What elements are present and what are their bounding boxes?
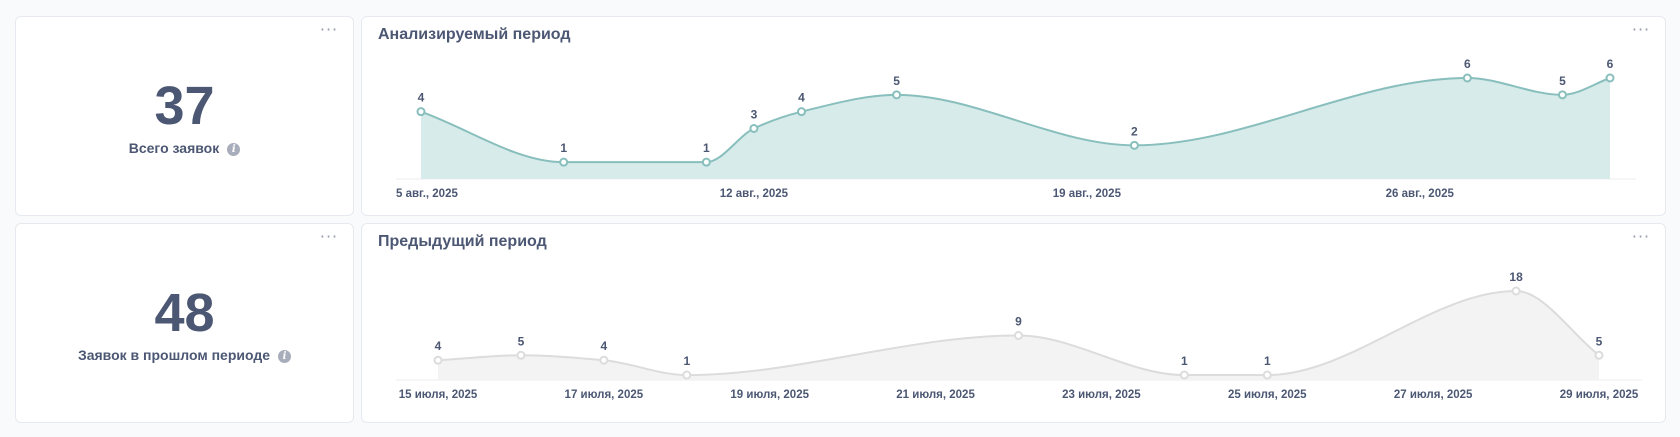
data-point[interactable] xyxy=(682,370,692,380)
data-label: 6 xyxy=(1464,57,1471,71)
series-line xyxy=(437,289,1600,377)
data-label: 3 xyxy=(751,108,758,122)
data-point[interactable] xyxy=(1179,370,1189,380)
data-point[interactable] xyxy=(416,107,426,117)
analyzed-period-chart: 4 1 1 3 4 5 2 6 5 6 5 авг., 2025 12 авг., 2025 19 ав… xyxy=(396,57,1636,200)
data-label: 1 xyxy=(1181,354,1188,368)
info-icon[interactable]: i xyxy=(278,350,292,363)
card-menu-icon[interactable]: ··· xyxy=(1631,227,1651,246)
data-point[interactable] xyxy=(1594,350,1604,360)
x-tick-label: 23 июля, 2025 xyxy=(1062,389,1141,401)
data-label: 5 xyxy=(1596,334,1603,348)
data-point[interactable] xyxy=(1462,73,1472,83)
data-point[interactable] xyxy=(892,90,902,100)
previous-requests-label: Заявок в прошлом периоде xyxy=(77,347,271,363)
x-tick-label: 19 июля, 2025 xyxy=(730,389,809,401)
x-tick-label: 26 авг., 2025 xyxy=(1386,188,1455,200)
data-label: 18 xyxy=(1509,270,1523,284)
data-label: 1 xyxy=(560,141,567,155)
previous-requests-label-row: Заявок в прошлом периоде i xyxy=(16,347,353,363)
data-point[interactable] xyxy=(1511,286,1521,296)
series-area xyxy=(421,78,1610,179)
data-point[interactable] xyxy=(796,107,806,117)
data-label: 4 xyxy=(435,339,442,353)
x-tick-label: 17 июля, 2025 xyxy=(565,389,644,401)
chart-title: Анализируемый период xyxy=(378,26,571,43)
x-tick-label: 29 июля, 2025 xyxy=(1560,389,1639,401)
total-requests-value: 37 xyxy=(154,76,215,136)
analyzed-period-card: Анализируемый период ··· 4 1 1 3 4 5 2 6 5 6 5 авг… xyxy=(361,16,1666,216)
chart-title: Предыдущий период xyxy=(378,233,547,250)
data-point[interactable] xyxy=(559,157,569,167)
data-label: 6 xyxy=(1607,57,1614,71)
data-point[interactable] xyxy=(1014,331,1023,340)
card-menu-icon[interactable]: ··· xyxy=(319,227,339,246)
data-point[interactable] xyxy=(599,355,609,365)
total-requests-card: ··· 37 Всего заявок i xyxy=(15,16,354,216)
data-point[interactable] xyxy=(433,355,443,365)
data-label: 4 xyxy=(418,91,425,105)
data-label: 9 xyxy=(1015,315,1022,329)
data-label: 4 xyxy=(601,339,608,353)
data-label: 2 xyxy=(1131,124,1138,138)
data-label: 1 xyxy=(1264,354,1271,368)
x-tick-label: 21 июля, 2025 xyxy=(896,389,975,401)
data-point[interactable] xyxy=(516,350,526,360)
x-tick-label: 5 авг., 2025 xyxy=(396,188,458,200)
data-label: 1 xyxy=(703,141,710,155)
data-label: 5 xyxy=(1559,74,1566,88)
data-point[interactable] xyxy=(701,157,711,167)
x-tick-label: 12 авг., 2025 xyxy=(720,188,789,200)
data-point[interactable] xyxy=(1605,73,1615,83)
info-icon[interactable]: i xyxy=(227,143,241,156)
data-label: 4 xyxy=(798,91,805,105)
previous-period-chart: 4 5 4 1 9 1 1 18 5 15 июля, 2025 17 июля, 2025 19 и… xyxy=(396,270,1642,401)
x-tick-label: 15 июля, 2025 xyxy=(399,389,478,401)
card-menu-icon[interactable]: ··· xyxy=(1631,20,1651,39)
x-tick-label: 27 июля, 2025 xyxy=(1394,389,1473,401)
x-tick-label: 19 авг., 2025 xyxy=(1053,188,1122,200)
data-point[interactable] xyxy=(1557,90,1567,100)
data-label: 1 xyxy=(683,354,690,368)
data-label: 5 xyxy=(893,74,900,88)
previous-requests-value: 48 xyxy=(154,283,215,343)
previous-period-card: Предыдущий период ··· 4 5 4 1 9 1 1 18 5 15 июля,… xyxy=(361,223,1666,423)
total-requests-label: Всего заявок xyxy=(128,140,220,156)
data-point[interactable] xyxy=(1129,140,1139,150)
total-requests-label-row: Всего заявок i xyxy=(16,140,353,156)
data-point[interactable] xyxy=(749,124,759,133)
x-tick-label: 25 июля, 2025 xyxy=(1228,389,1307,401)
card-menu-icon[interactable]: ··· xyxy=(319,20,339,39)
data-label: 5 xyxy=(518,334,525,348)
previous-requests-card: ··· 48 Заявок в прошлом периоде i xyxy=(15,223,354,423)
data-point[interactable] xyxy=(1262,370,1272,380)
